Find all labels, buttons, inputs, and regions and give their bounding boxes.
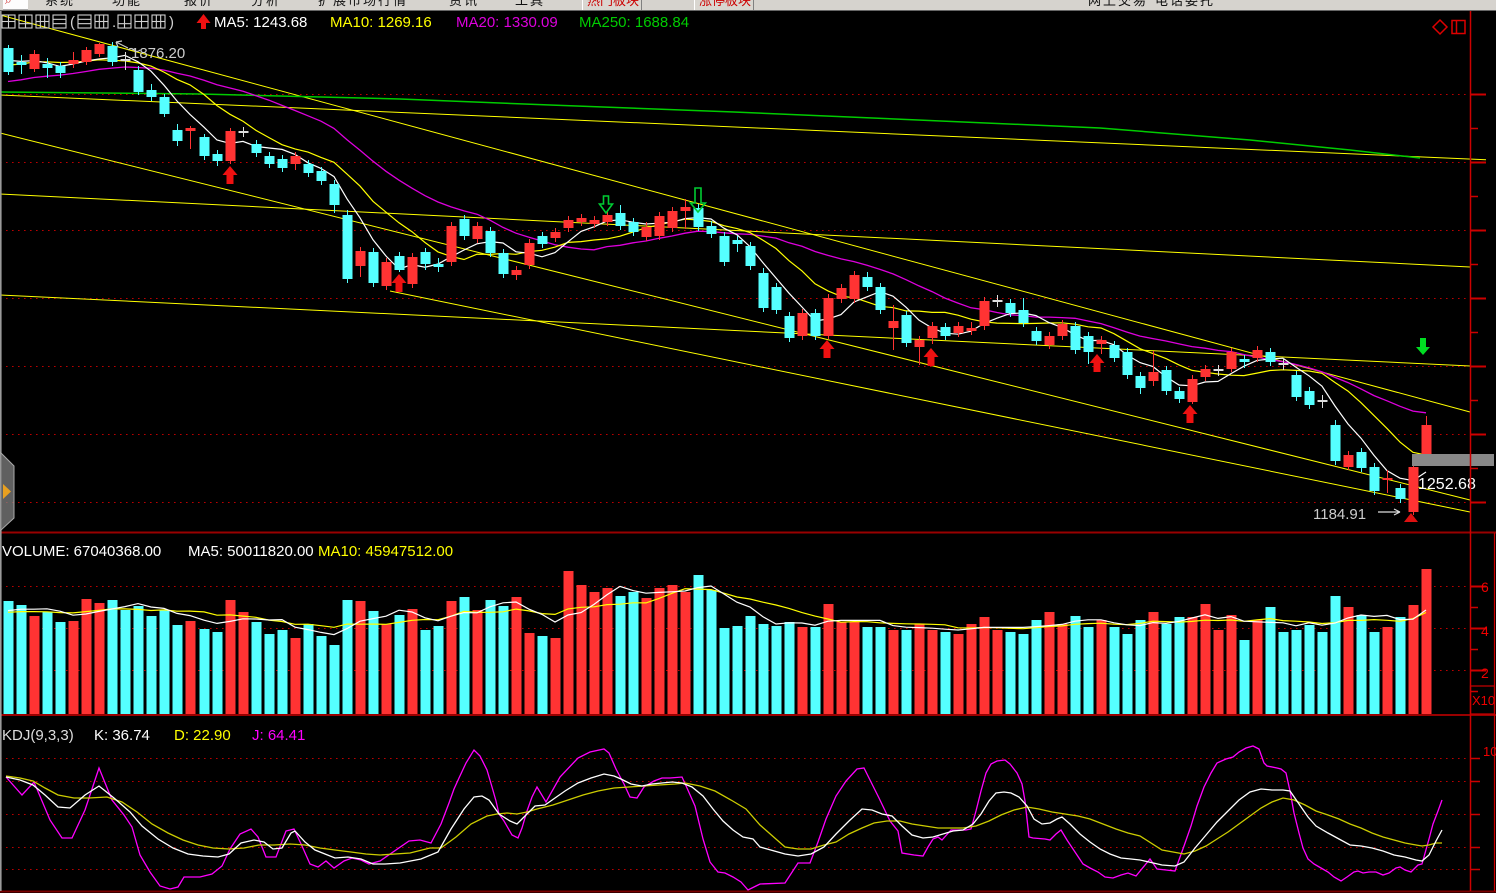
svg-text:KDJ(9,3,3): KDJ(9,3,3) <box>2 727 74 744</box>
svg-text:): ) <box>169 14 174 31</box>
svg-text:100.00: 100.00 <box>1483 744 1496 759</box>
svg-text:(: ( <box>70 14 75 31</box>
svg-text:4: 4 <box>1481 623 1489 639</box>
svg-text:MA250: 1688.84: MA250: 1688.84 <box>579 14 689 31</box>
svg-text:1184.91: 1184.91 <box>1313 506 1366 523</box>
svg-text:1252.68: 1252.68 <box>1418 476 1476 493</box>
svg-text:X10: X10 <box>1472 693 1495 708</box>
svg-text:MA10: 45947512.00: MA10: 45947512.00 <box>318 543 453 560</box>
svg-text:K: 36.74: K: 36.74 <box>94 727 150 744</box>
svg-text:D: 22.90: D: 22.90 <box>174 727 231 744</box>
svg-text:2: 2 <box>1481 665 1489 681</box>
svg-text:6: 6 <box>1481 579 1489 595</box>
svg-text:J: 64.41: J: 64.41 <box>252 727 305 744</box>
svg-text:MA20: 1330.09: MA20: 1330.09 <box>456 14 558 31</box>
svg-text:1876.20: 1876.20 <box>131 45 185 62</box>
svg-text:MA5: 1243.68: MA5: 1243.68 <box>214 14 307 31</box>
svg-text:MA5: 50011820.00: MA5: 50011820.00 <box>188 543 314 560</box>
svg-text:VOLUME: 67040368.00: VOLUME: 67040368.00 <box>2 543 161 560</box>
svg-text:MA10: 1269.16: MA10: 1269.16 <box>330 14 432 31</box>
svg-text:.: . <box>112 14 116 31</box>
